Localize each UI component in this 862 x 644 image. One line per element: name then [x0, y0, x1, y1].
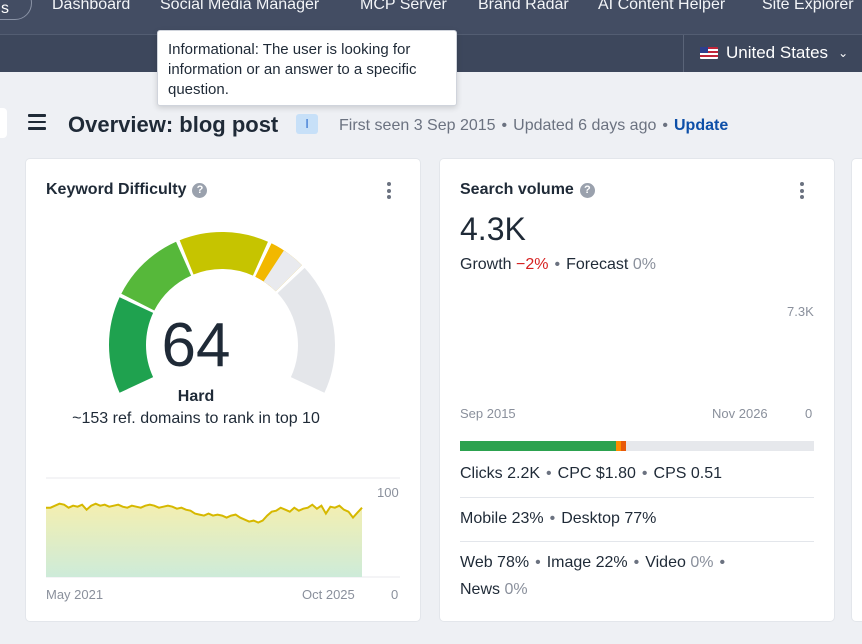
video-value: 0% [690, 554, 714, 571]
divider [460, 541, 814, 542]
us-flag-icon [700, 47, 718, 59]
gauge-segment [277, 267, 335, 393]
news-row: News 0% [460, 581, 528, 599]
page-meta: First seen 3 Sep 2015 • Updated 6 days ago… [339, 117, 729, 134]
gauge-fill-segment [255, 243, 283, 281]
mobile-stat: Mobile 23% [460, 510, 544, 527]
kd-description: ~153 ref. domains to rank in top 10 [72, 410, 320, 427]
kd-trend-x-start: May 2021 [46, 587, 104, 602]
gauge-segment [109, 297, 154, 393]
sv-chart-y-min: 0 [805, 406, 813, 421]
web-stat: Web 78% [460, 554, 530, 571]
intent-tooltip: Informational: The user is looking for i… [157, 30, 457, 106]
kd-trend-line [46, 502, 363, 524]
top-navigation: s Dashboard Social Media Manager MCP Ser… [0, 0, 862, 34]
kd-trend-area [46, 503, 362, 577]
cps-stat: CPS 0.51 [653, 465, 722, 482]
clicks-row: Clicks 2.2K • CPC $1.80 • CPS 0.51 [460, 465, 722, 482]
next-card-edge [852, 159, 862, 621]
intent-badge[interactable]: I [296, 114, 318, 134]
menu-icon[interactable] [28, 114, 46, 130]
image-stat: Image 22% [546, 554, 628, 571]
nav-pill-label: s [1, 0, 9, 17]
growth-row: Growth −2% • Forecast 0% [460, 256, 656, 273]
clicks-distribution-bar [460, 441, 814, 451]
help-icon[interactable]: ? [192, 183, 208, 198]
nav-brand-radar[interactable]: Brand Radar [478, 0, 569, 13]
kd-trend-x-end: Oct 2025 [302, 587, 355, 602]
clicks-stat: Clicks 2.2K [460, 465, 541, 482]
divider [460, 497, 814, 498]
chevron-down-icon: ⌄ [838, 46, 849, 60]
kd-score: 64 [161, 311, 231, 380]
sv-more-options-icon[interactable] [800, 182, 804, 202]
nav-dashboard[interactable]: Dashboard [52, 0, 131, 13]
forecast-value: 0% [632, 256, 656, 273]
sv-chart-x-start: Sep 2015 [460, 406, 516, 421]
sidebar-toggle-stub[interactable] [0, 108, 7, 138]
kd-card-title: Keyword Difficulty? [46, 181, 208, 199]
kd-title-text: Keyword Difficulty [46, 181, 187, 198]
news-label: News [460, 581, 501, 598]
update-link[interactable]: Update [673, 117, 729, 134]
nav-ai-content-helper[interactable]: AI Content Helper [598, 0, 726, 13]
device-row: Mobile 23% • Desktop 77% [460, 510, 657, 527]
sv-card-title: Search volume? [460, 181, 595, 199]
search-volume-value: 4.3K [460, 211, 526, 247]
desktop-stat: Desktop 77% [561, 510, 657, 527]
kd-more-options-icon[interactable] [387, 182, 391, 202]
nav-social-media-manager[interactable]: Social Media Manager [160, 0, 320, 13]
page-title: Overview: blog post [68, 112, 279, 137]
cpc-stat: CPC $1.80 [557, 465, 636, 482]
sv-chart-x-end: Nov 2026 [712, 406, 768, 421]
first-seen-text: First seen 3 Sep 2015 [339, 117, 496, 134]
news-value: 0% [504, 581, 528, 598]
country-label: United States [726, 43, 829, 62]
nav-site-explorer[interactable]: Site Explorer [762, 0, 854, 13]
kd-trend-y-min: 0 [391, 587, 399, 602]
other-clicks-segment [621, 441, 627, 451]
help-icon[interactable]: ? [579, 183, 595, 198]
gauge-empty-segment [263, 250, 302, 292]
paid-clicks-segment [615, 441, 622, 451]
kd-trend-y-max: 100 [377, 485, 399, 500]
search-volume-card [440, 159, 834, 621]
updated-text: Updated 6 days ago [513, 117, 657, 134]
video-label: Video [645, 554, 686, 571]
sv-chart-y-max: 7.3K [787, 304, 814, 319]
organic-clicks-segment [460, 441, 616, 451]
gauge-segment [121, 241, 192, 311]
kd-difficulty-label: Hard [177, 388, 215, 405]
forecast-label: Forecast [566, 256, 629, 273]
growth-value: −2% [516, 256, 549, 273]
growth-label: Growth [460, 256, 512, 273]
nav-mcp-server[interactable]: MCP Server [360, 0, 447, 13]
gauge-segment [179, 232, 268, 276]
country-selector[interactable]: United States ⌄ [700, 43, 848, 63]
sv-title-text: Search volume [460, 181, 574, 198]
serp-type-row: Web 78% • Image 22% • Video 0% • [460, 554, 726, 571]
